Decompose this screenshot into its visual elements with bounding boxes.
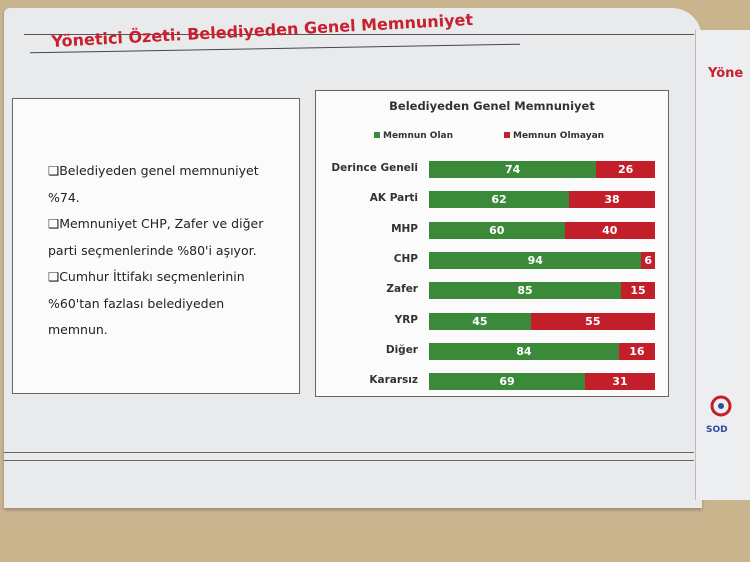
data-label: 40 (602, 223, 618, 237)
summary-box (12, 98, 300, 394)
category-label: MHP (391, 222, 418, 235)
bar-row: 85 15 (429, 282, 655, 300)
legend-item-memnun-olmayan: Memnun Olmayan (504, 131, 604, 141)
bar-memnun-olmayan: 26 (596, 161, 655, 178)
data-label: 16 (629, 344, 645, 358)
bar-memnun-olmayan: 15 (621, 282, 655, 300)
bar-memnun-olan: 69 (429, 373, 585, 391)
data-label: 84 (516, 344, 532, 358)
data-label: 94 (527, 253, 543, 267)
bar-row: 60 40 (429, 221, 655, 239)
category-label: Kararsız (369, 374, 418, 387)
bar-memnun-olan: 62 (429, 191, 570, 209)
frame-line (24, 34, 694, 35)
bullet-line: ❑Cumhur İttifakı seçmenlerinin (48, 269, 245, 284)
data-label: 62 (491, 193, 507, 207)
category-label: YRP (394, 313, 418, 326)
bar-memnun-olmayan: 6 (641, 251, 655, 269)
data-label: 69 (499, 375, 515, 389)
bar-memnun-olan: 60 (429, 221, 565, 239)
bar-memnun-olmayan: 31 (584, 373, 655, 391)
bar-memnun-olan: 85 (429, 282, 622, 300)
legend-item-memnun-olan: Memnun Olan (374, 131, 453, 141)
bar-row: 74 26 (429, 161, 655, 178)
next-page (695, 30, 750, 500)
data-label: 6 (644, 253, 653, 267)
bar-memnun-olmayan: 38 (569, 191, 655, 209)
bar-memnun-olan: 94 (429, 251, 642, 269)
legend-swatch (504, 132, 510, 138)
svg-text:SOD: SOD (706, 425, 728, 435)
legend-label: Memnun Olan (383, 131, 454, 141)
bar-memnun-olmayan: 40 (564, 221, 655, 239)
sodes-logo: SOD (706, 395, 732, 435)
data-label: 15 (630, 284, 646, 298)
bullet-line: ❑Belediyeden genel memnuniyet (48, 163, 259, 178)
category-label: Zafer (386, 283, 418, 296)
data-label: 74 (504, 163, 521, 176)
chart-title: Belediyeden Genel Memnuniyet (389, 99, 595, 113)
bar-memnun-olmayan: 55 (530, 312, 655, 330)
bar-row: 94 6 (429, 251, 655, 269)
category-label: Derince Geneli (331, 162, 418, 174)
data-label: 31 (612, 375, 628, 389)
bar-memnun-olmayan: 16 (618, 342, 655, 360)
data-label: 60 (489, 223, 505, 237)
category-label: AK Parti (369, 192, 418, 205)
category-label: Diğer (385, 343, 418, 356)
bar-row: 69 31 (429, 373, 655, 391)
legend-label: Memnun Olmayan (513, 131, 605, 141)
summary-bullets: ❑Belediyeden genel memnuniyet %74. ❑Memnun… (48, 158, 288, 344)
bar-memnun-olan: 74 (429, 161, 597, 178)
bullet-line: ❑Memnuniyet CHP, Zafer ve diğer (48, 216, 264, 231)
data-label: 26 (617, 163, 634, 176)
chart: Belediyeden Genel Memnuniyet Memnun Olan… (315, 90, 669, 397)
legend-swatch (374, 132, 380, 138)
next-page-title: Yöne (708, 66, 744, 81)
footer-line (4, 460, 694, 461)
bullet-line: memnun. (48, 322, 108, 337)
bar-row: 45 55 (429, 312, 655, 330)
bullet-line: %74. (48, 189, 80, 205)
bullet-line: parti seçmenlerinde %80'i aşıyor. (48, 242, 257, 258)
category-label: CHP (393, 252, 418, 265)
footer-line (4, 452, 694, 453)
bar-row: 84 16 (429, 342, 655, 360)
data-label: 38 (604, 193, 620, 207)
bar-row: 62 38 (429, 191, 655, 209)
bar-memnun-olan: 84 (429, 342, 619, 360)
data-label: 55 (585, 314, 601, 328)
data-label: 85 (517, 284, 533, 298)
bullet-line: %60'tan fazlası belediyeden (48, 295, 225, 311)
bar-memnun-olan: 45 (429, 312, 531, 330)
data-label: 45 (472, 314, 488, 328)
